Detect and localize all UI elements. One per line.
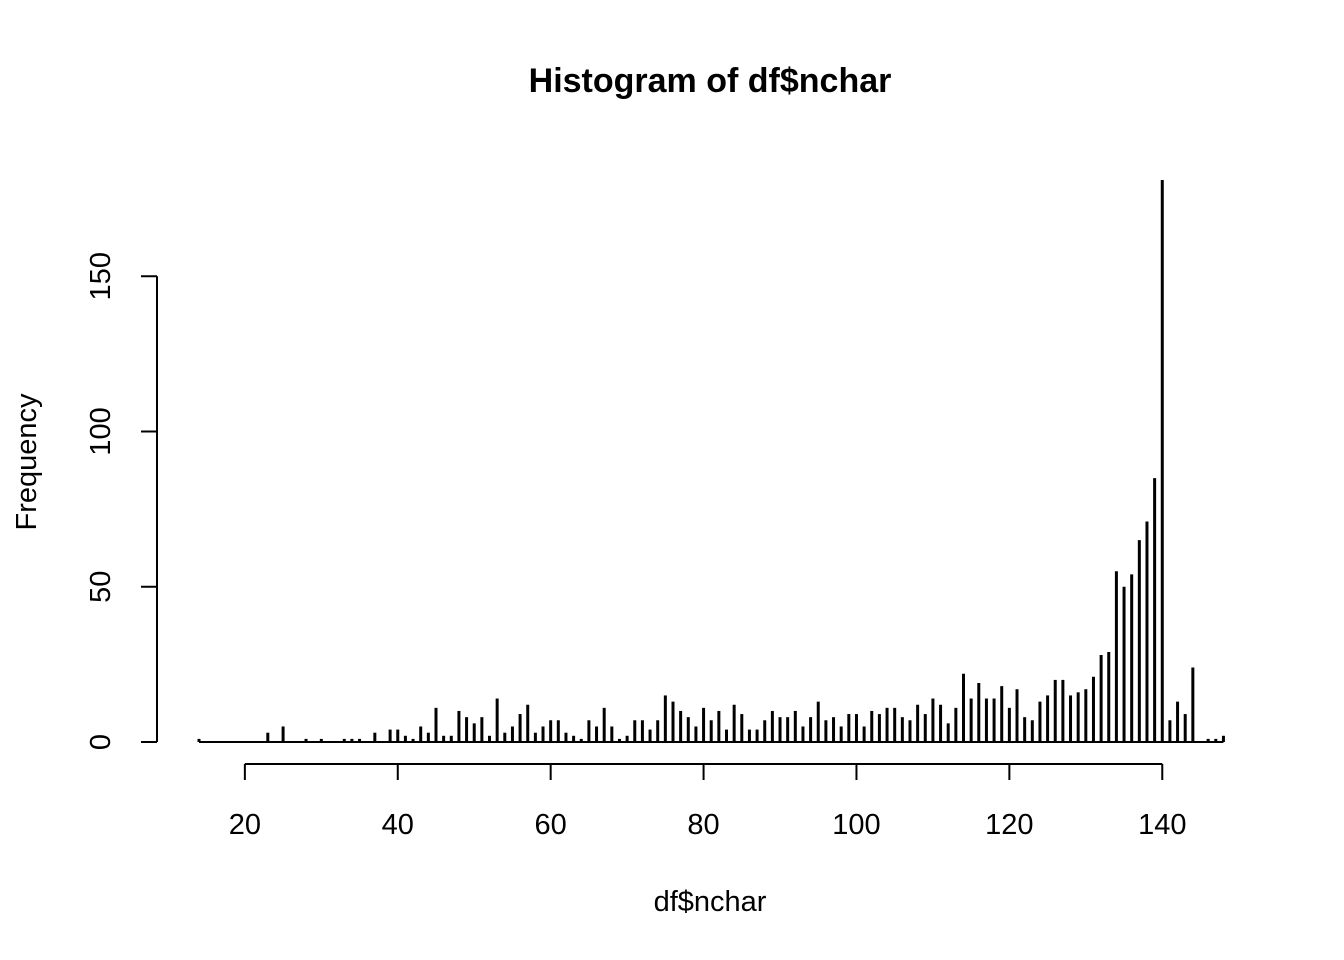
x-axis: 20 40 60 80 100 120 140: [229, 763, 1186, 841]
y-tick-label: 100: [85, 407, 117, 455]
y-tick-label: 0: [85, 734, 117, 750]
y-axis: 0 50 100 150: [85, 252, 158, 750]
x-tick-label: 120: [985, 809, 1033, 841]
x-tick-label: 140: [1138, 809, 1186, 841]
x-tick-label: 100: [832, 809, 880, 841]
x-tick-label: 40: [382, 809, 414, 841]
x-tick-label: 20: [229, 809, 261, 841]
bars-group: [197, 179, 1225, 743]
y-tick-label: 50: [85, 571, 117, 603]
x-tick-label: 60: [535, 809, 567, 841]
y-tick-label: 150: [85, 252, 117, 300]
y-axis-label: Frequency: [11, 393, 43, 531]
x-axis-label: df$nchar: [654, 886, 767, 918]
x-tick-label: 80: [687, 809, 719, 841]
chart-title: Histogram of df$nchar: [529, 62, 892, 100]
